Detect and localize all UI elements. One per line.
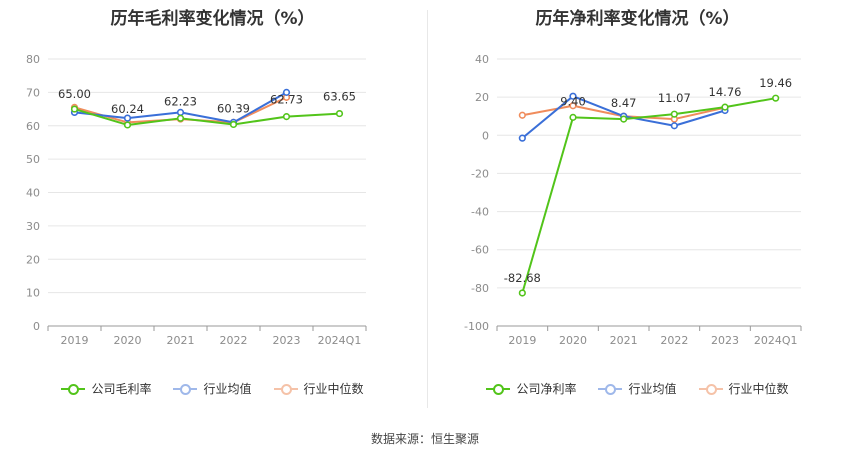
data-label: 60.24 xyxy=(111,102,144,116)
legend-item-industry-median[interactable]: 行业中位数 xyxy=(273,380,364,397)
data-label: 63.65 xyxy=(323,90,356,104)
legend-item-industry-mean[interactable]: 行业均值 xyxy=(173,380,252,397)
data-point xyxy=(569,113,577,121)
legend-line-marker-icon xyxy=(61,383,86,395)
data-point xyxy=(670,110,678,118)
legend-line-marker-icon xyxy=(486,383,511,395)
data-label: -82.68 xyxy=(504,271,541,285)
y-tick-label: 80 xyxy=(26,53,40,66)
data-point xyxy=(335,109,344,118)
y-tick-label: 30 xyxy=(26,220,40,233)
data-label: 8.47 xyxy=(611,96,637,110)
data-label: 14.76 xyxy=(709,85,742,99)
data-label: 65.00 xyxy=(58,87,91,101)
data-point xyxy=(772,94,780,102)
y-tick-label: -60 xyxy=(471,244,489,257)
gross-margin-chart: 0 10 20 30 40 50 60 70 80 2019 2020 2021 2022 2023 202… xyxy=(26,53,367,347)
data-point xyxy=(569,92,577,100)
data-point xyxy=(176,114,185,122)
data-label: 62.73 xyxy=(270,93,303,107)
y-tick-label: -100 xyxy=(464,320,489,333)
net-margin-legend: 公司净利率 行业均值 行业中位数 xyxy=(425,380,850,397)
data-point xyxy=(123,121,132,129)
x-tick-label: 2024Q1 xyxy=(754,334,798,347)
x-tick-label: 2021 xyxy=(167,334,195,347)
data-label: 62.23 xyxy=(164,94,197,108)
data-source-note: 数据来源：恒生聚源 xyxy=(370,432,479,446)
y-tick-label: 70 xyxy=(26,86,40,99)
y-tick-label: 40 xyxy=(26,187,40,200)
legend-item-industry-mean[interactable]: 行业均值 xyxy=(598,380,677,397)
x-tick-label: 2019 xyxy=(61,334,89,347)
legend-label: 公司毛利率 xyxy=(91,382,152,396)
data-point xyxy=(670,122,678,130)
gross-margin-legend: 公司毛利率 行业均值 行业中位数 xyxy=(0,380,425,397)
y-tick-label: 60 xyxy=(26,120,40,133)
legend-line-marker-icon xyxy=(598,383,623,395)
y-tick-label: 20 xyxy=(26,253,40,266)
legend-label: 公司净利率 xyxy=(516,382,577,396)
net-margin-chart-title: 历年净利率变化情况（%） xyxy=(535,9,740,29)
x-tick-label: 2023 xyxy=(711,334,739,347)
y-tick-label: 20 xyxy=(475,91,489,104)
legend-item-industry-median[interactable]: 行业中位数 xyxy=(698,380,789,397)
x-tick-label: 2022 xyxy=(220,334,248,347)
y-tick-label: -20 xyxy=(471,167,489,180)
legend-label: 行业均值 xyxy=(203,382,252,396)
y-tick-label: 0 xyxy=(33,320,40,333)
x-tick-label: 2024Q1 xyxy=(318,334,362,347)
legend-label: 行业中位数 xyxy=(303,382,364,396)
data-label: 19.46 xyxy=(759,76,792,90)
net-margin-chart-panel: 历年净利率变化情况（%） -100 -80 -60 -40 -20 0 20 40 2019 20… xyxy=(425,0,850,420)
gross-margin-chart-panel: 历年毛利率变化情况（%） 0 10 20 30 40 50 60 70 80 2019 2020 20… xyxy=(0,0,425,420)
x-tick-label: 2019 xyxy=(508,334,536,347)
legend-label: 行业均值 xyxy=(628,382,677,396)
data-point xyxy=(282,113,291,121)
x-tick-label: 2020 xyxy=(114,334,142,347)
legend-line-marker-icon xyxy=(173,383,198,395)
data-point xyxy=(282,88,291,96)
legend-item-company-net-margin[interactable]: 公司净利率 xyxy=(486,380,576,397)
data-point xyxy=(518,134,526,142)
legend-item-company-gross-margin[interactable]: 公司毛利率 xyxy=(61,380,151,397)
y-tick-label: -40 xyxy=(471,206,489,219)
data-point xyxy=(229,120,238,129)
y-tick-label: 40 xyxy=(475,53,489,66)
y-tick-label: -80 xyxy=(471,282,489,295)
series-line-company xyxy=(521,97,776,294)
data-label: 11.07 xyxy=(658,91,691,105)
x-tick-label: 2023 xyxy=(273,334,301,347)
y-tick-label: 10 xyxy=(26,287,40,300)
legend-line-marker-icon xyxy=(273,383,298,395)
x-tick-label: 2021 xyxy=(610,334,638,347)
data-point xyxy=(70,105,79,113)
y-tick-label: 50 xyxy=(26,153,40,166)
data-point xyxy=(518,111,526,119)
gross-margin-chart-title: 历年毛利率变化情况（%） xyxy=(110,9,315,29)
panel-divider xyxy=(427,10,428,408)
y-tick-label: 0 xyxy=(482,129,489,142)
data-point xyxy=(569,102,577,110)
data-label: 60.39 xyxy=(217,101,250,115)
legend-line-marker-icon xyxy=(698,383,723,395)
data-point xyxy=(176,108,185,116)
data-point xyxy=(620,115,628,123)
net-margin-chart: -100 -80 -60 -40 -20 0 20 40 2019 2020 2021 2022 202… xyxy=(464,53,802,347)
x-tick-label: 2020 xyxy=(559,334,587,347)
series-line-company xyxy=(74,108,340,126)
legend-label: 行业中位数 xyxy=(728,382,789,396)
x-tick-label: 2022 xyxy=(660,334,688,347)
data-point xyxy=(518,289,526,297)
data-point xyxy=(721,103,729,111)
data-label: 9.40 xyxy=(560,94,586,108)
data-point xyxy=(123,114,132,122)
